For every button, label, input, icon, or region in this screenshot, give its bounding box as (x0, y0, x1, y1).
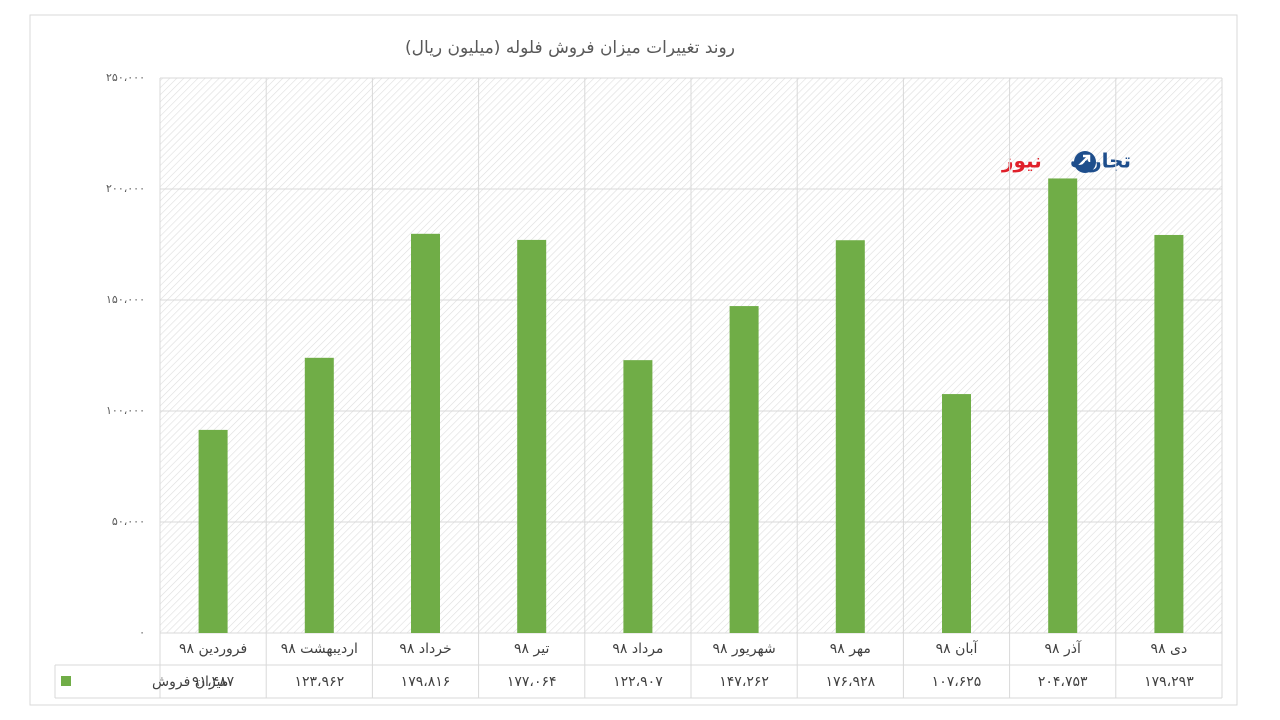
bar (942, 394, 971, 633)
table-value: ۱۷۶،۹۲۸ (825, 674, 875, 690)
table-value: ۱۲۳،۹۶۲ (294, 674, 344, 690)
y-tick-label: ۱۵۰،۰۰۰ (106, 293, 145, 306)
table-value: ۱۷۹،۸۱۶ (401, 674, 451, 690)
logo-icon (1074, 151, 1096, 173)
x-tick-label: خرداد ۹۸ (399, 641, 451, 657)
table-value: ۱۷۹،۲۹۳ (1144, 674, 1194, 690)
y-tick-label: ۰ (139, 626, 145, 639)
legend-swatch (61, 676, 71, 686)
x-tick-label: اردیبهشت ۹۸ (281, 641, 358, 657)
x-tick-label: دی ۹۸ (1151, 641, 1188, 657)
bar (411, 233, 440, 634)
x-tick-label: فروردین ۹۸ (179, 641, 247, 657)
x-tick-label: آذر ۹۸ (1045, 640, 1082, 657)
bar (623, 360, 653, 633)
logo-text: تجارت (1070, 149, 1131, 173)
bar (835, 240, 865, 633)
x-tick-label: آبان ۹۸ (936, 640, 979, 657)
x-tick-label: تیر ۹۸ (514, 641, 549, 657)
bar (729, 306, 759, 633)
legend-label: میزان فروش (152, 674, 228, 690)
y-tick-label: ۱۰۰،۰۰۰ (106, 404, 145, 417)
logo: تجارت نیوز (1001, 149, 1131, 173)
y-tick-label: ۲۵۰،۰۰۰ (106, 71, 145, 84)
x-tick-label: مهر ۹۸ (830, 641, 871, 657)
bar (198, 429, 228, 633)
bar (1048, 178, 1078, 633)
table-value: ۹۱،۴۸۷ (192, 674, 235, 690)
x-tick-label: مرداد ۹۸ (612, 641, 663, 657)
table-value: ۲۰۴،۷۵۳ (1038, 674, 1088, 690)
x-tick-label: شهریور ۹۸ (712, 641, 775, 657)
bar (517, 239, 547, 634)
table-value: ۱۴۷،۲۶۲ (719, 674, 769, 690)
y-tick-label: ۲۰۰،۰۰۰ (106, 182, 145, 195)
table-value: ۱۰۷،۶۲۵ (932, 674, 982, 690)
chart-title: روند تغییرات میزان فروش فلوله (میلیون ری… (405, 38, 735, 58)
bar (1154, 234, 1184, 633)
y-tick-label: ۵۰،۰۰۰ (112, 515, 145, 528)
logo-arrow (1078, 154, 1091, 167)
logo-text: نیوز (1001, 149, 1042, 173)
table-value: ۱۲۲،۹۰۷ (613, 674, 663, 690)
table-value: ۱۷۷،۰۶۴ (507, 674, 557, 690)
bar (304, 357, 334, 633)
